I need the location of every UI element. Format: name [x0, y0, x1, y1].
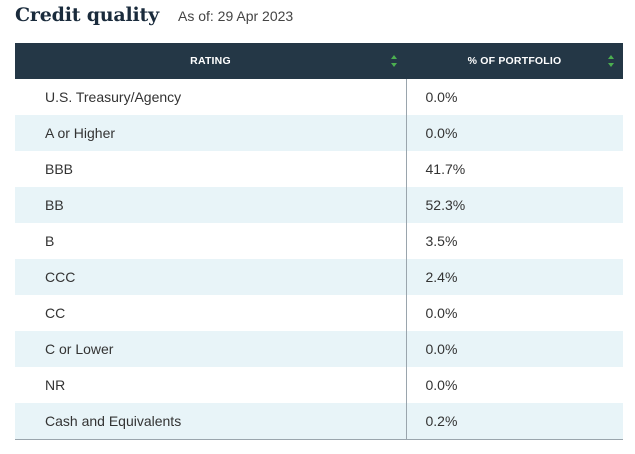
- table-row: CCC 2.4%: [15, 259, 623, 295]
- section-title: Credit quality: [15, 4, 159, 26]
- rating-cell: BBB: [45, 161, 74, 177]
- table-row: B 3.5%: [15, 223, 623, 259]
- percent-cell: 0.2%: [405, 403, 623, 439]
- column-header-rating-label: RATING: [190, 55, 231, 67]
- rating-cell: U.S. Treasury/Agency: [45, 89, 182, 105]
- rating-cell: CCC: [45, 269, 76, 285]
- rating-cell: B: [45, 233, 55, 249]
- rating-cell: NR: [45, 377, 66, 393]
- percent-cell: 0.0%: [405, 367, 623, 403]
- column-header-percent[interactable]: % OF PORTFOLIO: [406, 43, 623, 79]
- percent-cell: 2.4%: [405, 259, 623, 295]
- table-row: BB 52.3%: [15, 187, 623, 223]
- table-row: Cash and Equivalents 0.2%: [15, 403, 623, 439]
- percent-cell: 41.7%: [405, 151, 623, 187]
- column-header-percent-label: % OF PORTFOLIO: [467, 55, 562, 67]
- sort-up-down-icon[interactable]: [607, 55, 615, 67]
- as-of-date: As of: 29 Apr 2023: [177, 8, 294, 24]
- column-header-rating[interactable]: RATING: [15, 43, 406, 79]
- percent-cell: 0.0%: [405, 331, 623, 367]
- rating-cell: BB: [45, 197, 64, 213]
- rating-cell: A or Higher: [45, 125, 116, 141]
- table-row: C or Lower 0.0%: [15, 331, 623, 367]
- credit-quality-table: RATING % OF PORTFOLIO U.S. Treasury/Agen…: [15, 43, 623, 440]
- sort-up-down-icon[interactable]: [390, 55, 398, 67]
- table-header: RATING % OF PORTFOLIO: [15, 43, 623, 79]
- rating-cell: CC: [45, 305, 66, 321]
- table-header-row: RATING % OF PORTFOLIO: [15, 43, 623, 79]
- percent-cell: 0.0%: [405, 295, 623, 331]
- percent-cell: 0.0%: [405, 79, 623, 115]
- percent-cell: 3.5%: [405, 223, 623, 259]
- table-row: U.S. Treasury/Agency 0.0%: [15, 79, 623, 115]
- table-row: BBB 41.7%: [15, 151, 623, 187]
- table-row: CC 0.0%: [15, 295, 623, 331]
- rating-cell: C or Lower: [45, 341, 114, 357]
- percent-cell: 0.0%: [405, 115, 623, 151]
- table-row: NR 0.0%: [15, 367, 623, 403]
- rating-cell: Cash and Equivalents: [45, 412, 182, 429]
- table-body: U.S. Treasury/Agency 0.0% A or Higher 0.…: [15, 79, 623, 439]
- table-row: A or Higher 0.0%: [15, 115, 623, 151]
- percent-cell: 52.3%: [405, 187, 623, 223]
- section-header: Credit quality As of: 29 Apr 2023: [15, 0, 293, 34]
